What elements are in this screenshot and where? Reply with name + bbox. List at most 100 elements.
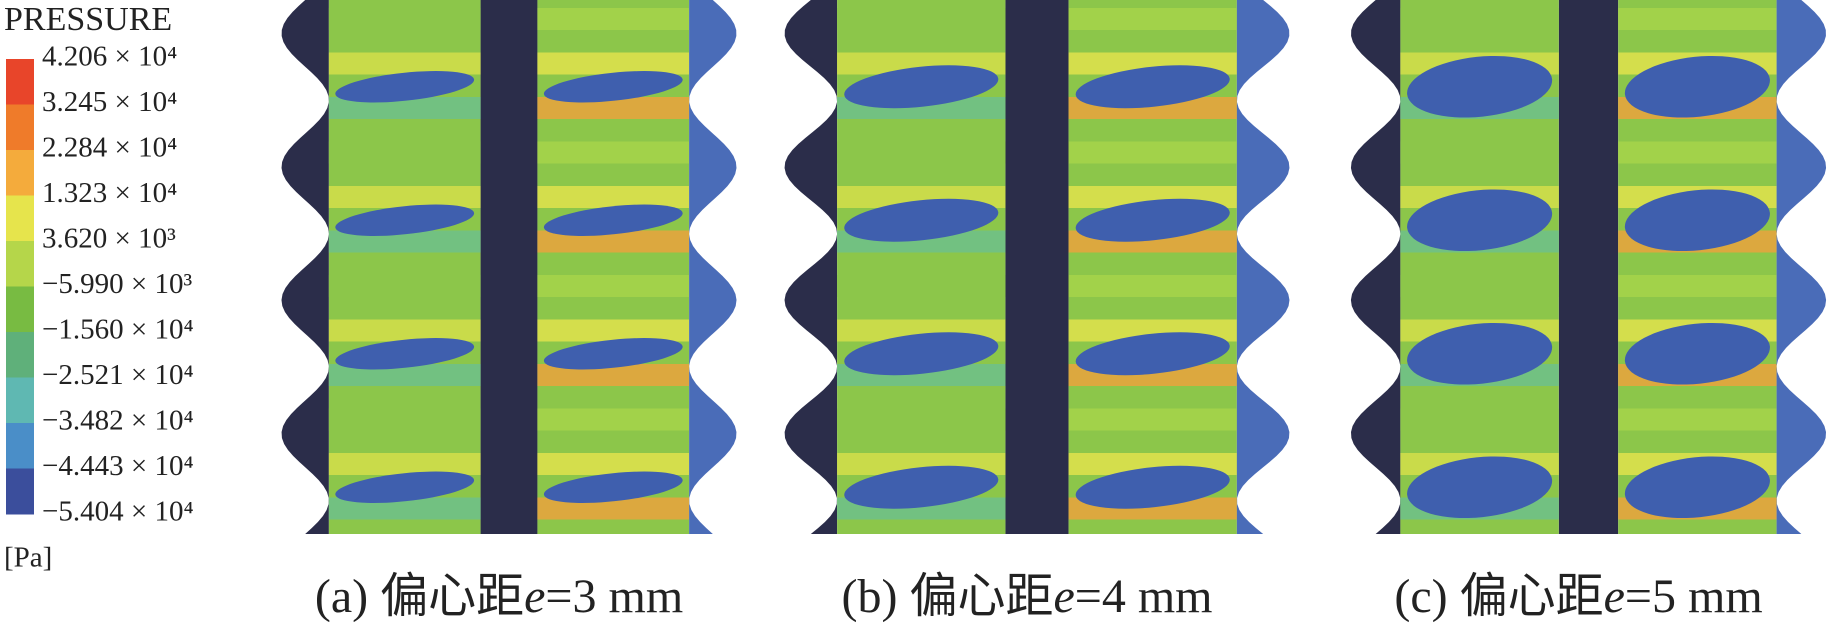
colorbar-label: 1.323 × 10⁴ bbox=[42, 177, 177, 209]
blade bbox=[1407, 189, 1553, 252]
blade bbox=[1624, 189, 1770, 252]
colorbar-label: −4.443 × 10⁴ bbox=[42, 450, 194, 482]
contour bbox=[1400, 408, 1559, 431]
contour bbox=[1618, 408, 1777, 431]
colorbar-band bbox=[6, 423, 34, 469]
colorbar-band bbox=[6, 377, 34, 424]
contour bbox=[328, 186, 481, 208]
contour bbox=[537, 52, 690, 75]
contour bbox=[328, 52, 481, 75]
caption-suffix: =5 mm bbox=[1625, 570, 1763, 623]
caption-suffix: =4 mm bbox=[1075, 570, 1213, 623]
colorbar-label: −1.560 × 10⁴ bbox=[42, 314, 194, 346]
blade bbox=[335, 71, 475, 103]
profile bbox=[1236, 0, 1290, 534]
contour bbox=[1618, 275, 1777, 297]
contour bbox=[328, 275, 481, 297]
colorbar-label: 2.284 × 10⁴ bbox=[42, 132, 177, 164]
core bbox=[1558, 0, 1619, 534]
contour bbox=[328, 319, 481, 342]
colorbar-band bbox=[6, 332, 34, 378]
blade bbox=[1075, 465, 1230, 509]
contour bbox=[328, 497, 481, 520]
contour bbox=[837, 8, 1006, 30]
contour bbox=[837, 275, 1006, 297]
caption: (c) 偏心距e=5 mm bbox=[1394, 570, 1762, 623]
colorbar-band bbox=[6, 241, 34, 287]
contour bbox=[537, 319, 690, 342]
colorbar-band bbox=[6, 150, 34, 196]
contour bbox=[328, 230, 481, 253]
blade bbox=[335, 471, 475, 503]
profile bbox=[281, 0, 329, 534]
colorbar-label: 3.620 × 10³ bbox=[42, 223, 176, 255]
blade bbox=[1075, 65, 1230, 109]
colorbar-label: −3.482 × 10⁴ bbox=[42, 405, 194, 437]
colorbar-label: 4.206 × 10⁴ bbox=[42, 41, 177, 73]
contour bbox=[537, 364, 690, 386]
contour bbox=[1400, 141, 1559, 164]
blade bbox=[844, 65, 999, 109]
blade bbox=[543, 204, 683, 236]
legend-unit: [Pa] bbox=[4, 542, 52, 574]
contour bbox=[537, 408, 690, 431]
caption-suffix: =3 mm bbox=[545, 570, 683, 623]
contour bbox=[537, 453, 690, 475]
panels: (a) 偏心距e=3 mm (b) 偏心距e=4 mm (c) 偏心距e=5 mm bbox=[281, 0, 1827, 623]
contour bbox=[837, 141, 1006, 164]
colorbar-band bbox=[6, 286, 34, 333]
core bbox=[1005, 0, 1069, 534]
blade bbox=[1624, 55, 1770, 118]
contour bbox=[1068, 408, 1237, 431]
caption: (a) 偏心距e=3 mm bbox=[315, 570, 683, 623]
caption: (b) 偏心距e=4 mm bbox=[841, 570, 1212, 623]
blade bbox=[1624, 456, 1770, 519]
blade bbox=[1407, 456, 1553, 519]
colorbar-label: −2.521 × 10⁴ bbox=[42, 359, 194, 391]
contour bbox=[1068, 8, 1237, 30]
contour bbox=[328, 364, 481, 386]
blade bbox=[844, 198, 999, 242]
colorbar-label: 3.245 × 10⁴ bbox=[42, 86, 177, 118]
blade bbox=[844, 465, 999, 509]
caption-prefix: (a) 偏心距 bbox=[315, 570, 524, 623]
blade bbox=[335, 338, 475, 370]
contour bbox=[537, 275, 690, 297]
contour bbox=[1400, 8, 1559, 30]
legend-title: PRESSURE bbox=[4, 1, 172, 38]
colorbar-band bbox=[6, 104, 34, 151]
profile bbox=[1350, 0, 1401, 534]
contour bbox=[328, 8, 481, 30]
colorbar-label: −5.404 × 10⁴ bbox=[42, 496, 194, 528]
contour bbox=[328, 141, 481, 164]
core bbox=[480, 0, 538, 534]
caption-prefix: (c) 偏心距 bbox=[1394, 570, 1603, 623]
blade bbox=[844, 332, 999, 376]
colorbar-label: −5.990 × 10³ bbox=[42, 268, 192, 300]
profile bbox=[784, 0, 838, 534]
colorbar-band bbox=[6, 59, 34, 105]
caption-variable: e bbox=[1604, 570, 1625, 623]
contour bbox=[1618, 141, 1777, 164]
colorbar-band bbox=[6, 468, 34, 515]
blade bbox=[543, 71, 683, 103]
blade bbox=[1075, 332, 1230, 376]
contour bbox=[328, 408, 481, 431]
contour bbox=[328, 453, 481, 475]
contour bbox=[1618, 8, 1777, 30]
profile bbox=[689, 0, 737, 534]
blade bbox=[335, 204, 475, 236]
contour bbox=[1068, 141, 1237, 164]
blade bbox=[1407, 322, 1553, 385]
caption-variable: e bbox=[524, 570, 545, 623]
contour bbox=[537, 186, 690, 208]
panel: (a) 偏心距e=3 mm bbox=[281, 0, 737, 623]
contour bbox=[537, 230, 690, 253]
caption-variable: e bbox=[1053, 570, 1074, 623]
panel: (c) 偏心距e=5 mm bbox=[1350, 0, 1827, 623]
contour bbox=[537, 8, 690, 30]
contour bbox=[537, 97, 690, 119]
contour bbox=[537, 141, 690, 164]
colorbar: 4.206 × 10⁴ 3.245 × 10⁴ 2.284 × 10⁴ 1.323 ×… bbox=[6, 41, 194, 528]
